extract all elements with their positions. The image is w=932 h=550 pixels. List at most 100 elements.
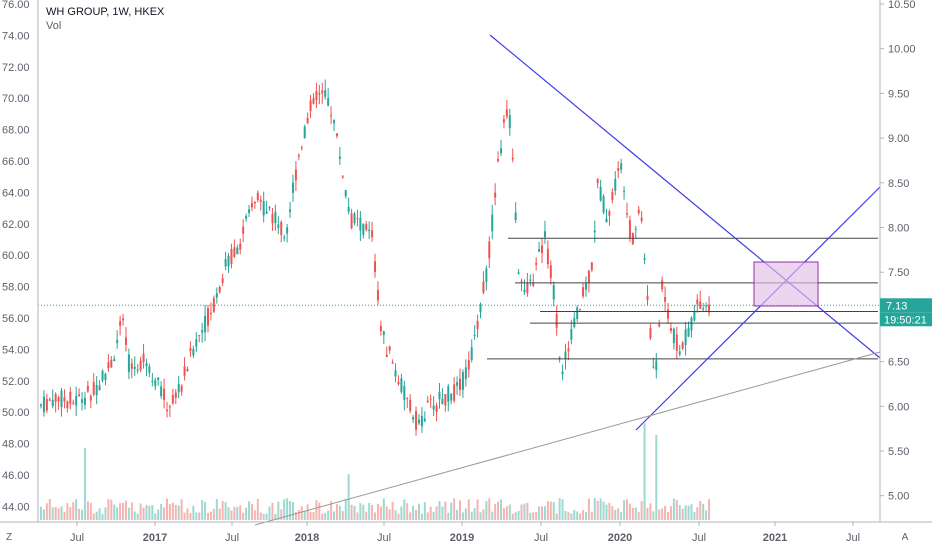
candle-body: [113, 358, 116, 362]
volume-bar: [371, 504, 374, 520]
volume-bar: [119, 503, 122, 520]
volume-bar: [382, 498, 385, 520]
candle-body: [148, 366, 151, 373]
volume-bar: [690, 504, 693, 520]
volume-bar: [130, 502, 133, 520]
candle-body: [400, 378, 403, 392]
candle-body: [456, 382, 459, 386]
volume-bar: [579, 513, 582, 520]
volume-bar: [590, 511, 593, 520]
volume-bar: [435, 506, 438, 520]
candle-body: [145, 363, 148, 367]
right-axis-tick: 8.50: [888, 178, 909, 190]
volume-bar: [356, 512, 359, 520]
volume-bar: [248, 501, 251, 520]
candle-body: [45, 399, 48, 411]
volume-bar: [89, 502, 92, 520]
volume-bar: [104, 507, 107, 520]
volume-bar: [154, 513, 157, 520]
volume-bar: [338, 505, 341, 520]
volume-bar: [122, 502, 125, 520]
candle-body: [406, 397, 409, 399]
candle-body: [136, 369, 139, 371]
right-axis-tick: 6.00: [888, 401, 909, 413]
candle-body: [605, 218, 608, 223]
candle-body: [204, 315, 207, 333]
right-axis-tick: 10.00: [888, 44, 916, 56]
volume-bar: [637, 512, 640, 520]
volume-bar: [239, 505, 242, 520]
candle-body: [661, 280, 664, 290]
candle-body: [195, 339, 198, 347]
volume-bar: [277, 501, 280, 520]
candle-body: [368, 229, 371, 232]
volume-bar: [142, 507, 145, 520]
candle-body: [485, 268, 488, 282]
volume-bar: [479, 512, 482, 520]
volume-bar: [423, 502, 426, 520]
candle-body: [397, 381, 400, 385]
volume-bar: [415, 510, 418, 520]
volume-bar: [599, 498, 602, 520]
volume-bar: [75, 499, 78, 520]
volume-bar: [620, 512, 623, 520]
chart-title: WH GROUP, 1W, HKEX: [46, 6, 165, 18]
volume-bar: [362, 504, 365, 520]
candle-body: [470, 347, 473, 361]
timezone-toggle-button[interactable]: Z: [5, 532, 13, 543]
candle-body: [675, 334, 678, 351]
volume-bar: [83, 448, 86, 520]
volume-bar: [409, 512, 412, 520]
left-axis-tick: 70.00: [2, 93, 30, 105]
candle-body: [441, 398, 444, 405]
volume-bar: [177, 505, 180, 520]
volume-bar: [139, 503, 142, 520]
volume-bar: [280, 509, 283, 520]
volume-label: Vol: [46, 20, 62, 32]
volume-bar: [136, 513, 139, 520]
volume-bar: [678, 505, 681, 520]
volume-bar: [312, 512, 315, 520]
drawings[interactable]: [38, 34, 881, 526]
left-axis-tick: 74.00: [2, 30, 30, 42]
volume-bar: [209, 511, 212, 520]
volume-bar: [549, 501, 552, 520]
candle-body: [464, 367, 467, 380]
candle-body: [318, 92, 321, 95]
volume-bar: [54, 506, 57, 520]
volume-bar: [400, 506, 403, 520]
volume-bar: [593, 498, 596, 520]
volume-bar: [450, 502, 453, 520]
volume-bar: [602, 501, 605, 520]
candle-body: [467, 360, 470, 370]
countdown-value: 19:50:21: [884, 314, 927, 326]
candle-body: [702, 308, 705, 310]
candle-body: [532, 283, 535, 286]
volume-bar: [81, 509, 84, 520]
candle-body: [438, 392, 441, 400]
volume-bar: [432, 511, 435, 520]
volume-bar: [327, 510, 330, 520]
candle-body: [180, 385, 183, 392]
volume-bar: [286, 498, 289, 520]
candle-body: [620, 163, 623, 170]
x-axis-tick: 2019: [450, 532, 474, 544]
volume-bar: [165, 498, 168, 520]
candle-body: [505, 109, 508, 117]
volume-bar: [324, 513, 327, 520]
candle-body: [590, 262, 593, 271]
auto-scale-button[interactable]: A: [901, 532, 909, 543]
volume-bar: [289, 500, 292, 520]
volume-bar: [467, 499, 470, 520]
volume-bar: [359, 503, 362, 520]
candle-body: [614, 178, 617, 191]
candle-body: [511, 157, 514, 160]
volume-bar: [259, 512, 262, 520]
candle-body: [66, 401, 69, 409]
candle-body: [385, 354, 388, 358]
volume-bar: [145, 504, 148, 520]
candle-body: [72, 402, 75, 404]
